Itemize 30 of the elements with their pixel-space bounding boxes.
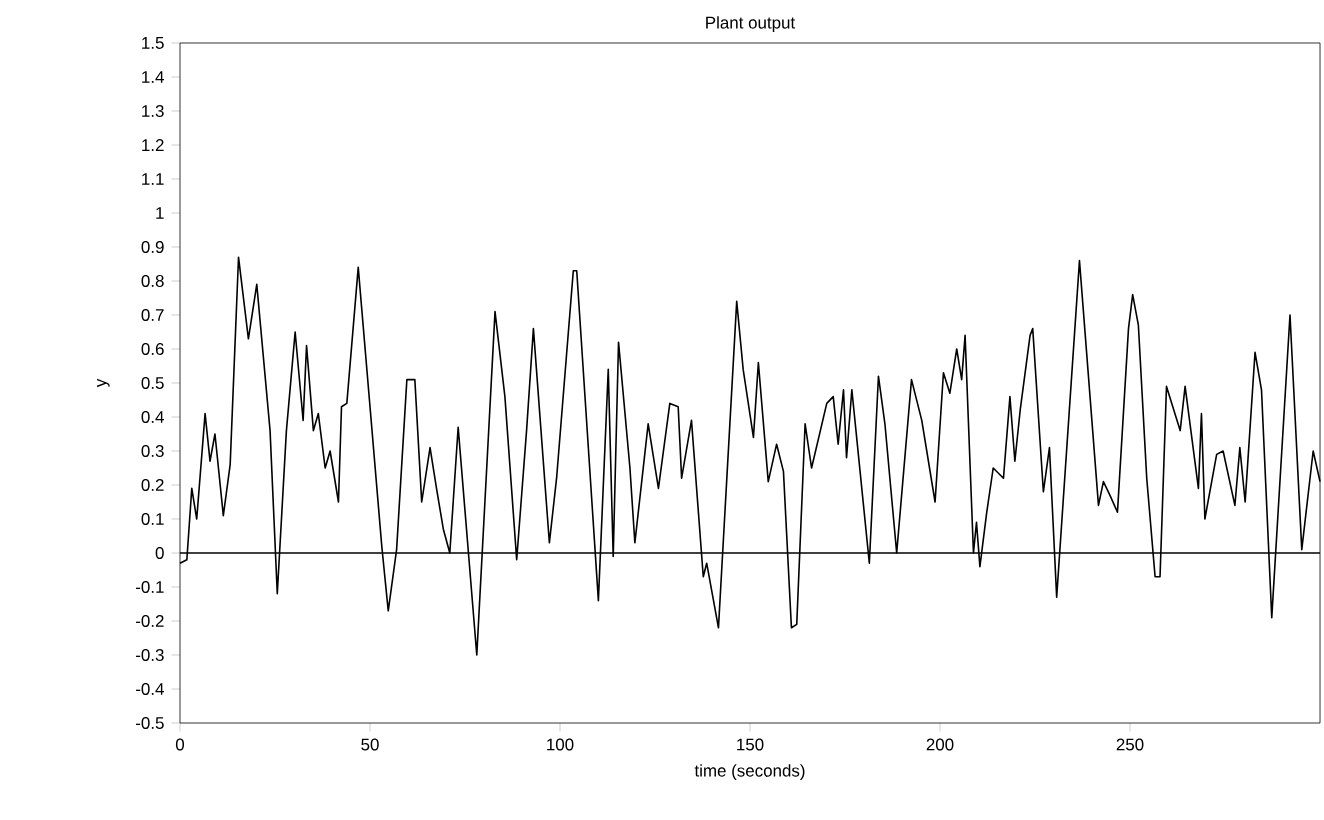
y-tick-label: 0.8 [141,275,164,287]
y-tick-label: 0.1 [141,513,164,525]
x-axis-title: time (seconds) [694,764,805,780]
y-tick-label: 1.3 [142,105,164,117]
y-tick-label: -0.3 [136,649,164,661]
y-tick-label: 0.2 [141,479,164,491]
chart-title: Plant output [706,16,796,32]
y-tick-label: 0.4 [141,411,164,423]
y-tick-label: 1.5 [142,37,164,49]
y-tick-label: -0.5 [136,717,164,729]
y-tick-label: 0.5 [141,377,164,389]
y-tick-label: 1.1 [142,173,164,185]
x-tick-label: 150 [737,738,764,751]
x-tick-label: 250 [1116,738,1144,751]
x-tick-label: 50 [361,738,379,751]
y-tick-label: 0.7 [141,309,164,321]
y-tick-label: 0 [155,547,164,559]
y-tick-label: 1 [156,207,164,219]
x-tick-label: 200 [926,738,954,751]
x-tick-label: 0 [175,738,185,751]
y-tick-label: 1.4 [142,71,164,83]
y-tick-label: -0.2 [136,615,164,627]
y-axis-title: y [97,378,110,388]
y-tick-label: 1.2 [142,139,164,151]
y-tick-label: -0.1 [136,581,164,593]
y-tick-label: 0.6 [141,343,164,355]
y-tick-label: 0.9 [141,241,164,253]
y-tick-label: -0.4 [136,683,164,695]
x-tick-label: 100 [547,738,574,751]
y-tick-label: 0.3 [141,445,164,457]
